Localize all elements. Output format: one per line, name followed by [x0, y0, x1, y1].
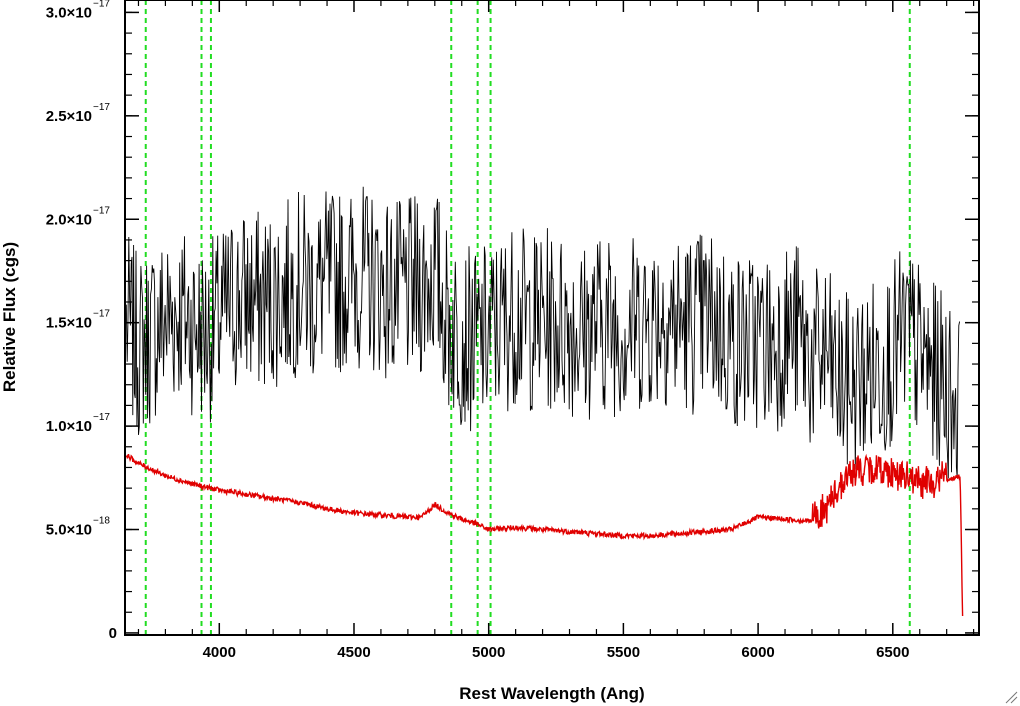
series-0-line — [126, 187, 959, 479]
y-tick-exponent: −17 — [93, 309, 110, 320]
x-tick-label: 5000 — [472, 644, 505, 661]
y-tick-exponent: −17 — [93, 0, 110, 9]
y-tick-label: 1.0×10 — [46, 418, 92, 435]
series-1-line — [126, 454, 962, 616]
x-tick-label: 4500 — [337, 644, 370, 661]
y-axis-title: Relative Flux (cgs) — [0, 242, 19, 392]
x-tick-label: 6500 — [876, 644, 909, 661]
y-tick-label: 1.5×10 — [46, 315, 92, 332]
y-tick-exponent: −17 — [93, 412, 110, 423]
y-tick-label: 2.0×10 — [46, 211, 92, 228]
y-tick-label: 3.0×10 — [46, 4, 92, 21]
y-tick-label: 0 — [109, 625, 117, 642]
y-tick-exponent: −18 — [93, 516, 110, 527]
resize-grip-icon[interactable] — [1004, 690, 1018, 704]
y-tick-label: 2.5×10 — [46, 108, 92, 125]
y-tick-label: 5.0×10 — [46, 522, 92, 539]
x-tick-label: 5500 — [607, 644, 640, 661]
x-axis-title: Rest Wavelength (Ang) — [459, 684, 644, 703]
series-group — [126, 187, 962, 616]
y-tick-exponent: −17 — [93, 205, 110, 216]
y-tick-exponent: −17 — [93, 102, 110, 113]
x-tick-label: 4000 — [203, 644, 236, 661]
x-tick-label: 6000 — [741, 644, 774, 661]
